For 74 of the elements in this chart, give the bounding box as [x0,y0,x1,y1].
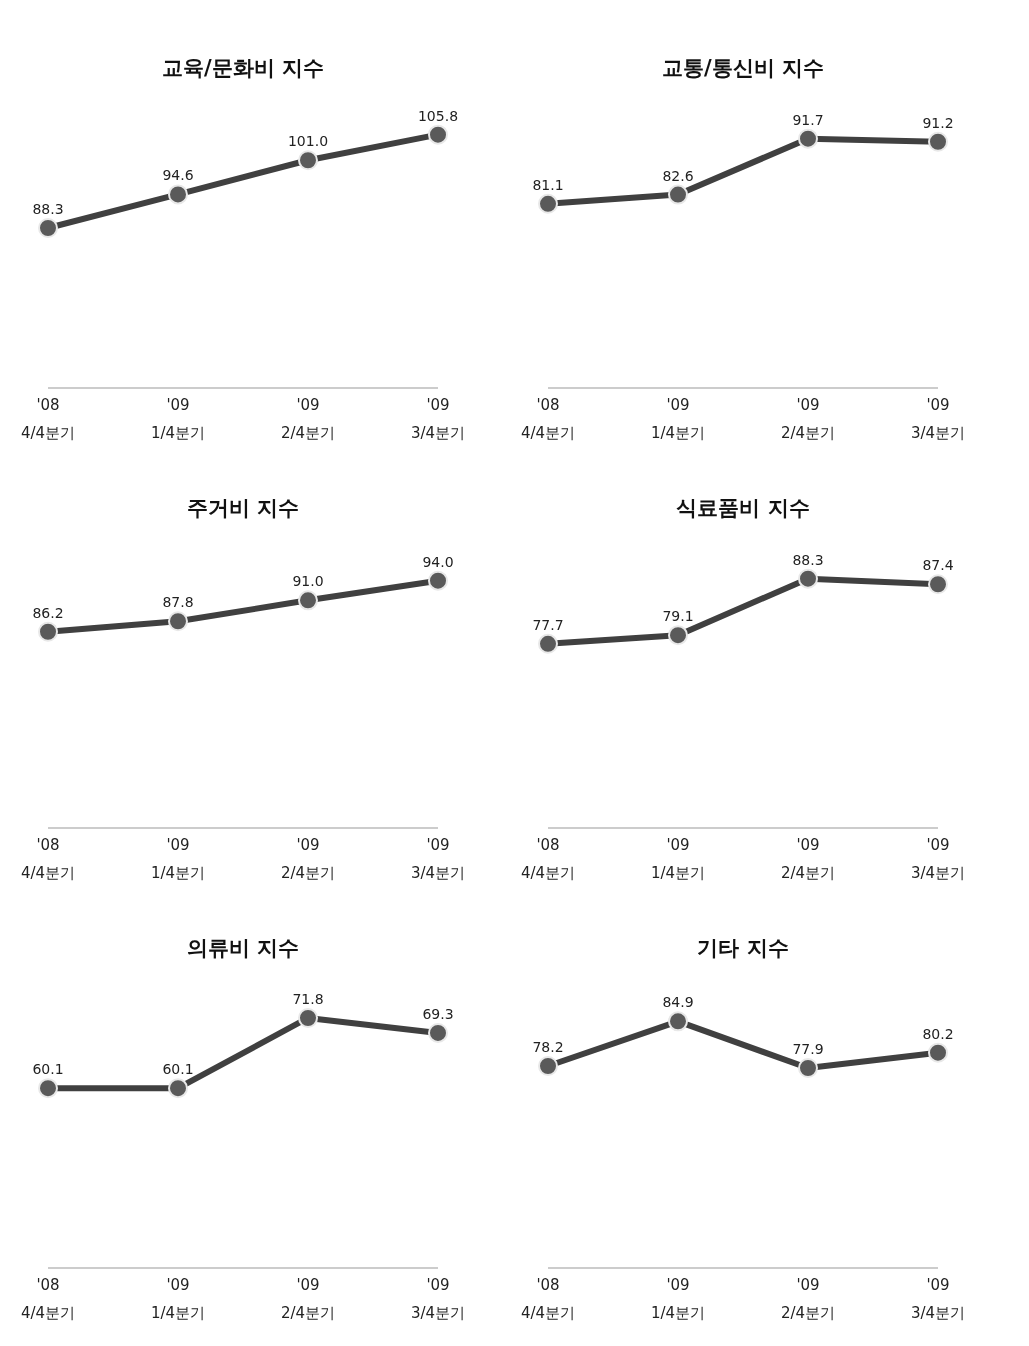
point [168,184,188,205]
data-label: 88.3 [792,551,824,568]
x-tick-label: '09 3/4분기 [410,396,466,442]
x-tick-label: '09 1/4분기 [650,396,706,442]
data-label: 79.1 [662,608,694,625]
point [538,1056,558,1076]
point [538,633,558,654]
x-tick-label: '09 2/4분기 [780,836,836,882]
point [428,124,448,145]
x-tick-label: '09 3/4분기 [410,836,466,882]
x-tick-label: '09 1/4분기 [150,1276,206,1322]
data-label: 87.8 [162,594,194,611]
point [928,574,948,595]
x-tick-label: '09 3/4분기 [910,1276,966,1322]
x-tick-label: '08 4/4분기 [20,396,76,442]
data-label: 60.1 [162,1061,194,1078]
x-tick-label: '09 3/4분기 [910,836,966,882]
data-label: 87.4 [922,557,954,574]
data-label: 86.2 [32,604,64,621]
x-tick-label: '09 2/4분기 [780,1276,836,1322]
data-label: 105.8 [417,107,459,124]
data-label: 78.2 [532,1039,564,1055]
x-tick-label: '09 2/4분기 [280,1276,336,1322]
x-tick-label: '09 1/4분기 [650,1276,706,1322]
point [928,131,948,152]
x-tick-label: '08 4/4분기 [520,396,576,442]
chart-title: 기타 지수 [696,935,790,962]
data-label: 77.7 [532,616,564,633]
chart-title: 교육/문화비 지수 [161,55,325,82]
point [798,128,818,149]
point [798,568,818,589]
point [38,218,58,238]
data-label: 77.9 [792,1041,824,1057]
point [668,184,688,205]
point [428,570,448,591]
x-tick-label: '08 4/4분기 [20,1276,76,1322]
point [298,150,318,171]
x-tick-label: '09 1/4분기 [150,396,206,442]
x-tick-label: '09 2/4분기 [280,396,336,442]
x-tick-label: '09 1/4분기 [650,836,706,882]
point [538,193,558,214]
x-tick-label: '09 1/4분기 [150,836,206,882]
data-label: 88.3 [32,201,64,217]
data-label: 71.8 [292,990,324,1007]
data-label: 81.1 [532,176,564,193]
point [668,1011,688,1032]
point [668,625,688,646]
point [928,1042,948,1063]
x-tick-label: '09 3/4분기 [910,396,966,442]
x-tick-label: '09 2/4분기 [280,836,336,882]
chart-title: 교통/통신비 지수 [661,55,825,82]
data-label: 94.6 [162,167,194,184]
point [298,590,318,611]
x-tick-label: '09 2/4분기 [780,396,836,442]
chart-title: 의류비 지수 [185,935,301,962]
point [168,611,188,632]
data-label: 69.3 [422,1005,454,1022]
data-label: 101.0 [287,133,329,150]
point [38,621,58,642]
data-label: 91.7 [792,111,824,128]
chart-title: 식료품비 지수 [675,495,811,522]
point [798,1058,818,1078]
x-tick-label: '08 4/4분기 [520,836,576,882]
data-label: 84.9 [662,994,694,1011]
x-tick-label: '08 4/4분기 [520,1276,576,1322]
x-tick-label: '09 3/4분기 [410,1276,466,1322]
data-label: 60.1 [32,1061,64,1078]
data-label: 94.0 [422,553,454,570]
data-label: 91.2 [922,114,954,131]
data-label: 80.2 [922,1025,954,1042]
chart-title: 주거비 지수 [185,495,301,522]
data-label: 91.0 [292,573,324,590]
data-label: 82.6 [662,167,694,184]
x-tick-label: '08 4/4분기 [20,836,76,882]
